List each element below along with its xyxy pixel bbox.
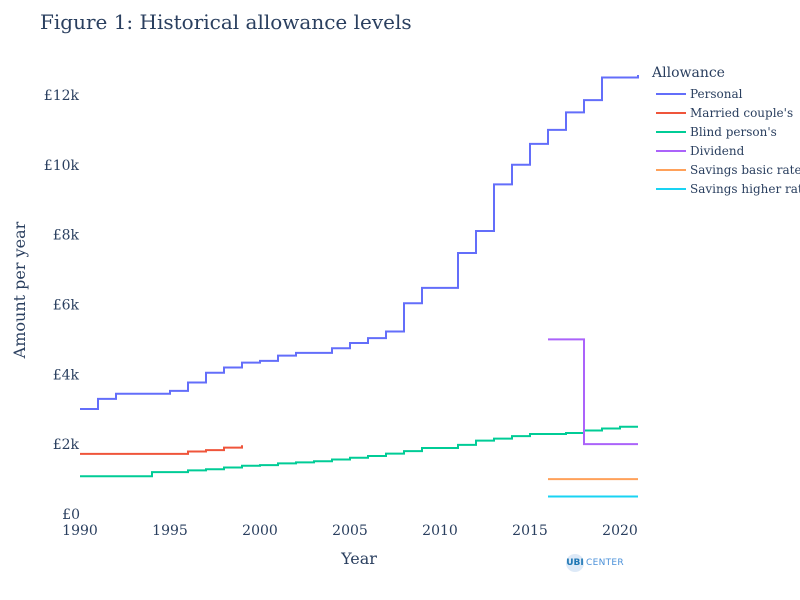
legend-swatch xyxy=(656,168,686,171)
y-axis-label: Amount per year xyxy=(10,221,29,359)
legend-swatch xyxy=(656,130,686,133)
series-line-blind-person-s[interactable] xyxy=(80,425,638,478)
series-line-personal[interactable] xyxy=(80,75,639,411)
legend-item[interactable]: Dividend xyxy=(656,141,800,160)
legend[interactable]: Personal Married couple's Blind person's Di… xyxy=(656,84,800,198)
legend-label: Married couple's xyxy=(690,105,794,120)
legend-label: Savings basic rate xyxy=(690,162,800,177)
legend-label: Personal xyxy=(690,86,743,101)
x-tick-label: 1995 xyxy=(152,523,188,539)
legend-label: Blind person's xyxy=(690,124,777,139)
y-tick-label: £2k xyxy=(53,437,80,453)
legend-swatch xyxy=(656,111,686,114)
legend-label: Dividend xyxy=(690,143,745,158)
y-tick-label: £8k xyxy=(53,228,80,244)
x-axis-label: Year xyxy=(340,549,377,568)
ubi-logo-text: CENTER xyxy=(586,558,624,568)
chart-title: Figure 1: Historical allowance levels xyxy=(40,10,412,34)
legend-item[interactable]: Blind person's xyxy=(656,122,800,141)
y-tick-label: £12k xyxy=(44,88,80,104)
legend-swatch xyxy=(656,149,686,152)
x-tick-label: 2020 xyxy=(602,523,638,539)
x-tick-label: 2015 xyxy=(512,523,548,539)
legend-item[interactable]: Married couple's xyxy=(656,103,800,122)
ubi-center-logo: UBI CENTER xyxy=(566,554,624,572)
y-tick-label: £6k xyxy=(53,297,80,313)
y-tick-label: £10k xyxy=(44,158,80,174)
y-tick-label: £4k xyxy=(53,367,80,383)
series-line-married-couple-s[interactable] xyxy=(80,445,243,455)
y-tick-label: £0 xyxy=(62,507,80,523)
legend-item[interactable]: Savings basic rate xyxy=(656,160,800,179)
x-tick-label: 2000 xyxy=(242,523,278,539)
legend-swatch xyxy=(656,187,686,190)
legend-item[interactable]: Personal xyxy=(656,84,800,103)
legend-swatch xyxy=(656,92,686,95)
x-tick-label: 1990 xyxy=(62,523,98,539)
x-tick-label: 2005 xyxy=(332,523,368,539)
legend-item[interactable]: Savings higher rate xyxy=(656,179,800,198)
x-tick-label: 2010 xyxy=(422,523,458,539)
legend-title: Allowance xyxy=(652,65,725,81)
ubi-logo-mark: UBI xyxy=(566,554,584,572)
legend-label: Savings higher rate xyxy=(690,181,800,196)
series-line-dividend[interactable] xyxy=(548,338,638,446)
